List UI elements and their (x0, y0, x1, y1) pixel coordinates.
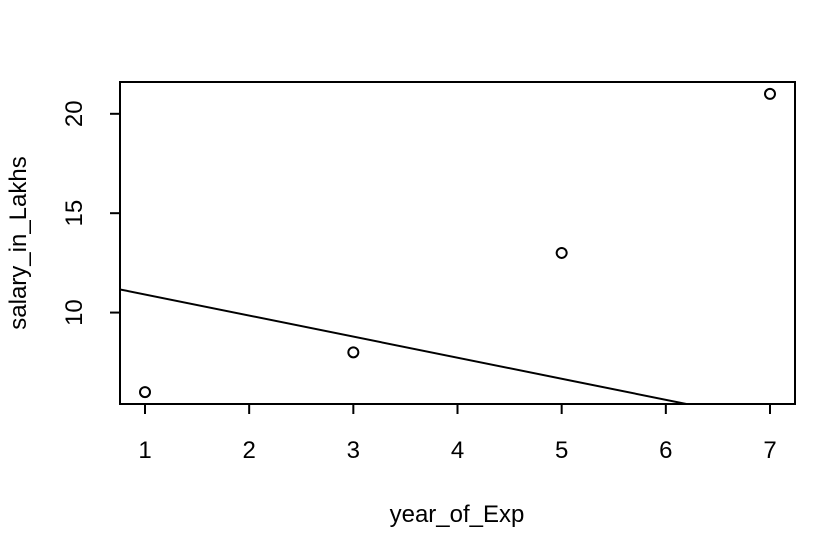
fitted-line-layer (120, 288, 692, 404)
data-point (347, 346, 360, 359)
x-tick-label: 1 (138, 437, 151, 464)
y-axis-label: salary_in_Lakhs (5, 156, 32, 329)
data-point (139, 386, 151, 399)
y-tick-label: 15 (61, 200, 88, 227)
x-tick-label: 5 (555, 437, 568, 464)
x-tick-label: 3 (347, 437, 360, 464)
x-axis: 1 2 3 4 5 6 7 (138, 404, 777, 464)
points-layer (139, 87, 776, 399)
y-tick-label: 20 (61, 100, 88, 127)
x-axis-label: year_of_Exp (390, 501, 525, 528)
data-point (555, 246, 568, 259)
data-point (764, 87, 776, 100)
plot-frame (119, 81, 796, 405)
x-tick-label: 7 (763, 437, 776, 464)
y-tick-label: 10 (61, 299, 88, 326)
y-axis: 10 15 20 (61, 100, 120, 326)
x-tick-label: 2 (242, 437, 255, 464)
x-tick-label: 6 (659, 437, 672, 464)
fitted-line (120, 288, 692, 404)
x-tick-label: 4 (451, 437, 464, 464)
